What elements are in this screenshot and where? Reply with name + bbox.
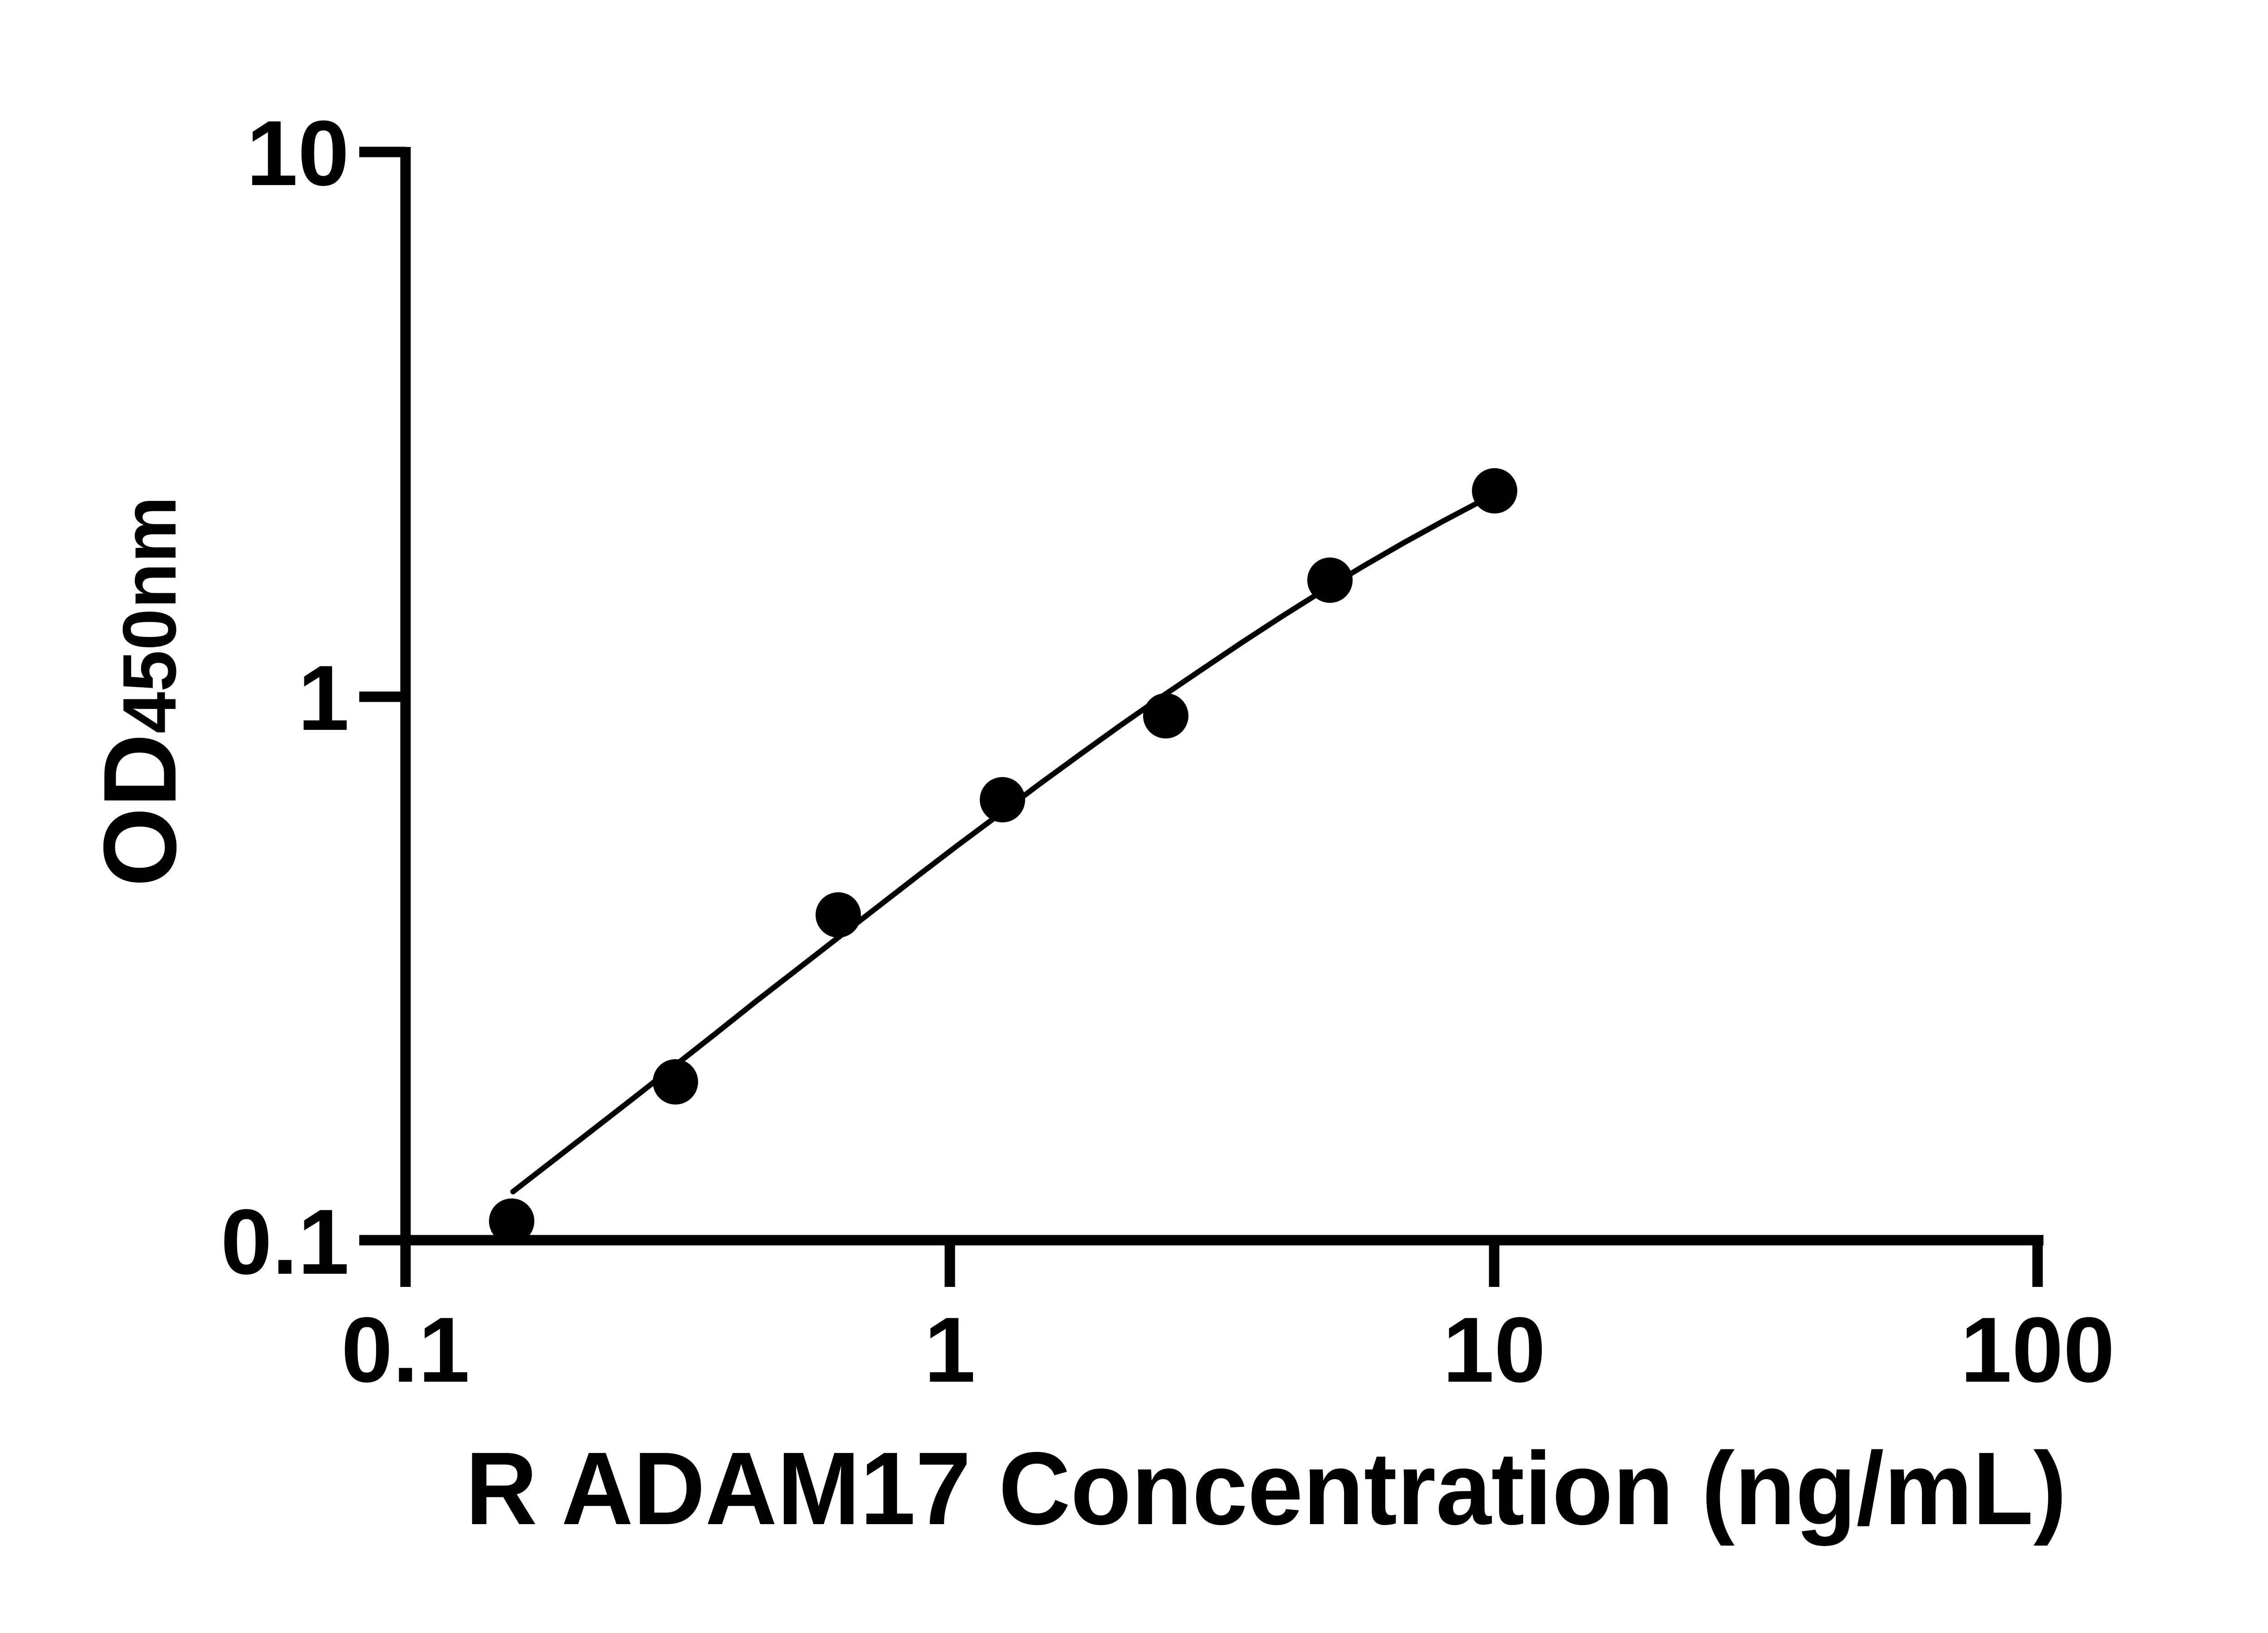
svg-text:10: 10 [246, 102, 349, 205]
svg-text:1: 1 [924, 1298, 975, 1402]
svg-text:R ADAM17 Concentration (ng/mL): R ADAM17 Concentration (ng/mL) [465, 1431, 2067, 1546]
svg-text:100: 100 [1960, 1298, 2115, 1402]
svg-text:10: 10 [1443, 1298, 1546, 1402]
svg-text:OD450nm: OD450nm [83, 496, 198, 887]
svg-text:0.1: 0.1 [341, 1298, 470, 1402]
svg-text:1: 1 [298, 646, 349, 750]
svg-text:0.1: 0.1 [220, 1190, 349, 1294]
